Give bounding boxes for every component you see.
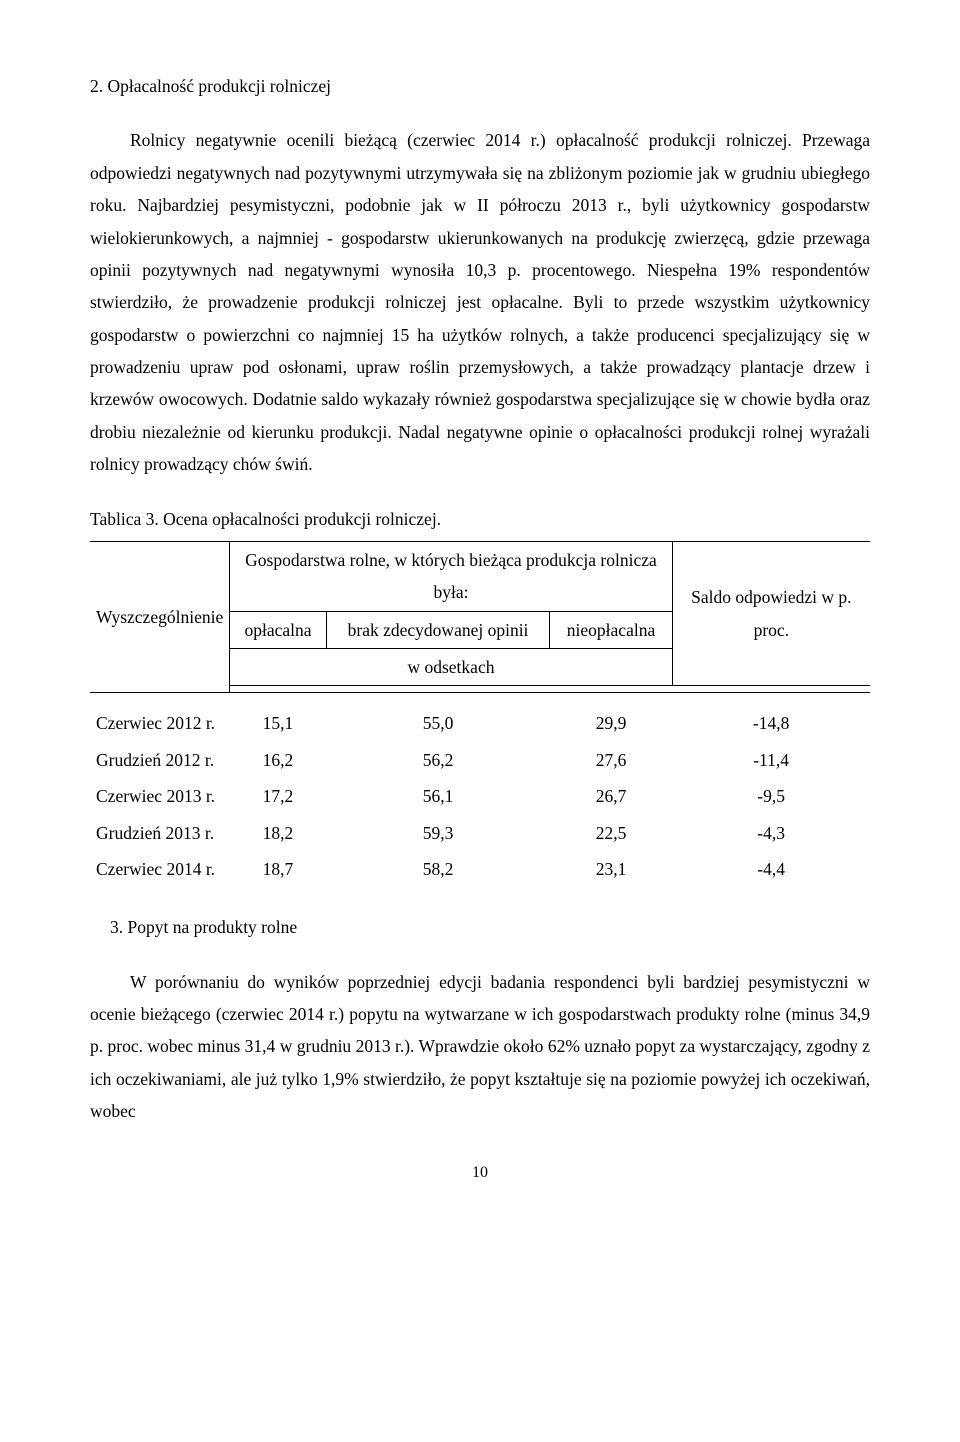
table-cell: 58,2 xyxy=(326,851,550,887)
table-3: Wyszczególnienie Gospodarstwa rolne, w k… xyxy=(90,541,870,887)
section-3-paragraph-1: W porównaniu do wyników poprzedniej edyc… xyxy=(90,966,870,1128)
table-cell-label: Grudzień 2013 r. xyxy=(90,815,230,851)
table-cell: 16,2 xyxy=(230,742,327,778)
table-col-nieoplacalna: nieopłacalna xyxy=(550,611,672,648)
table-cell: 26,7 xyxy=(550,778,672,814)
table-group-header: Gospodarstwa rolne, w których bieżąca pr… xyxy=(230,541,673,611)
table-row: Czerwiec 2013 r. 17,2 56,1 26,7 -9,5 xyxy=(90,778,870,814)
table-cell: 55,0 xyxy=(326,693,550,742)
table-col-oplacalna: opłacalna xyxy=(230,611,327,648)
table-row: Czerwiec 2012 r. 15,1 55,0 29,9 -14,8 xyxy=(90,693,870,742)
table-cell: 18,7 xyxy=(230,851,327,887)
table-row: Grudzień 2013 r. 18,2 59,3 22,5 -4,3 xyxy=(90,815,870,851)
table-cell: 17,2 xyxy=(230,778,327,814)
table-col-brak: brak zdecydowanej opinii xyxy=(326,611,550,648)
table-3-caption: Tablica 3. Ocena opłacalności produkcji … xyxy=(90,503,870,535)
table-cell: 18,2 xyxy=(230,815,327,851)
table-cell: 23,1 xyxy=(550,851,672,887)
table-cell: -4,3 xyxy=(672,815,870,851)
table-cell: 59,3 xyxy=(326,815,550,851)
table-cell: 56,2 xyxy=(326,742,550,778)
table-cell: 56,1 xyxy=(326,778,550,814)
table-cell: 27,6 xyxy=(550,742,672,778)
table-row: Czerwiec 2014 r. 18,7 58,2 23,1 -4,4 xyxy=(90,851,870,887)
section-2-paragraph-1: Rolnicy negatywnie ocenili bieżącą (czer… xyxy=(90,124,870,480)
table-cell: -4,4 xyxy=(672,851,870,887)
section-3-heading: 3. Popyt na produkty rolne xyxy=(90,911,870,943)
page-number: 10 xyxy=(90,1158,870,1188)
table-cell: -9,5 xyxy=(672,778,870,814)
table-spacer xyxy=(230,686,870,693)
table-cell-label: Czerwiec 2012 r. xyxy=(90,693,230,742)
table-subheader: w odsetkach xyxy=(230,649,673,686)
table-cell: 15,1 xyxy=(230,693,327,742)
table-cell-label: Czerwiec 2013 r. xyxy=(90,778,230,814)
table-cell: 22,5 xyxy=(550,815,672,851)
section-2-heading: 2. Opłacalność produkcji rolniczej xyxy=(90,70,870,102)
table-col-saldo: Saldo odpowiedzi w p. proc. xyxy=(672,541,870,686)
table-cell-label: Czerwiec 2014 r. xyxy=(90,851,230,887)
table-col-label: Wyszczególnienie xyxy=(90,541,230,693)
table-cell-label: Grudzień 2012 r. xyxy=(90,742,230,778)
table-cell: 29,9 xyxy=(550,693,672,742)
table-row: Grudzień 2012 r. 16,2 56,2 27,6 -11,4 xyxy=(90,742,870,778)
table-cell: -11,4 xyxy=(672,742,870,778)
table-cell: -14,8 xyxy=(672,693,870,742)
